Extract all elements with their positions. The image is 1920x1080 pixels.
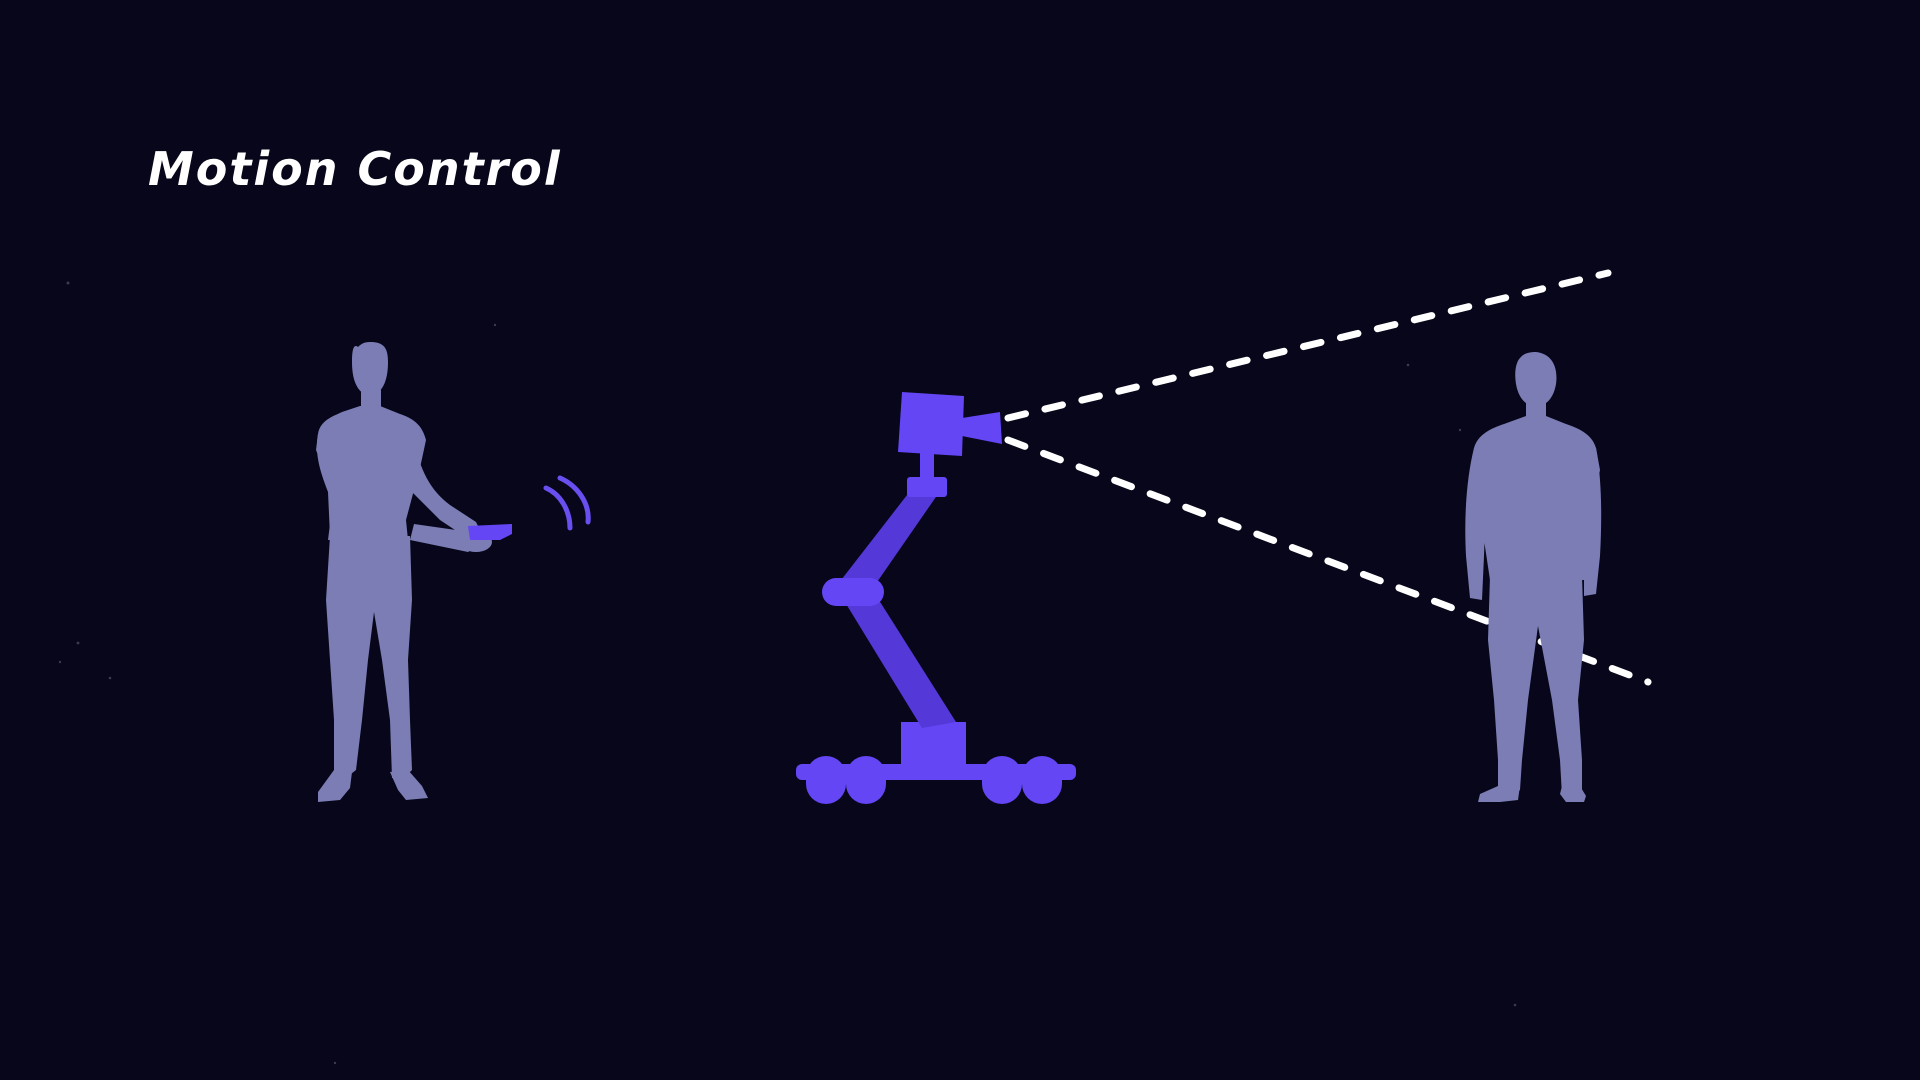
remote-controller bbox=[468, 524, 512, 540]
robot-upper-arm bbox=[838, 486, 938, 598]
robot-wrist-joint bbox=[907, 477, 947, 497]
subject-silhouette bbox=[1465, 352, 1602, 802]
view-line-upper bbox=[1004, 269, 1612, 422]
robot-base bbox=[901, 722, 966, 768]
robot-wheels bbox=[806, 756, 1062, 804]
wireless-signal-icon bbox=[543, 475, 591, 531]
robot-lower-arm bbox=[840, 586, 956, 728]
camera-lens-icon bbox=[962, 412, 1002, 444]
camera-robot-arm bbox=[796, 392, 1076, 804]
background-specks bbox=[58, 281, 1517, 1065]
camera-body bbox=[898, 392, 964, 456]
operator-silhouette bbox=[316, 342, 492, 802]
diagram-title: Motion Control bbox=[148, 142, 562, 196]
robot-elbow-joint bbox=[822, 578, 884, 606]
